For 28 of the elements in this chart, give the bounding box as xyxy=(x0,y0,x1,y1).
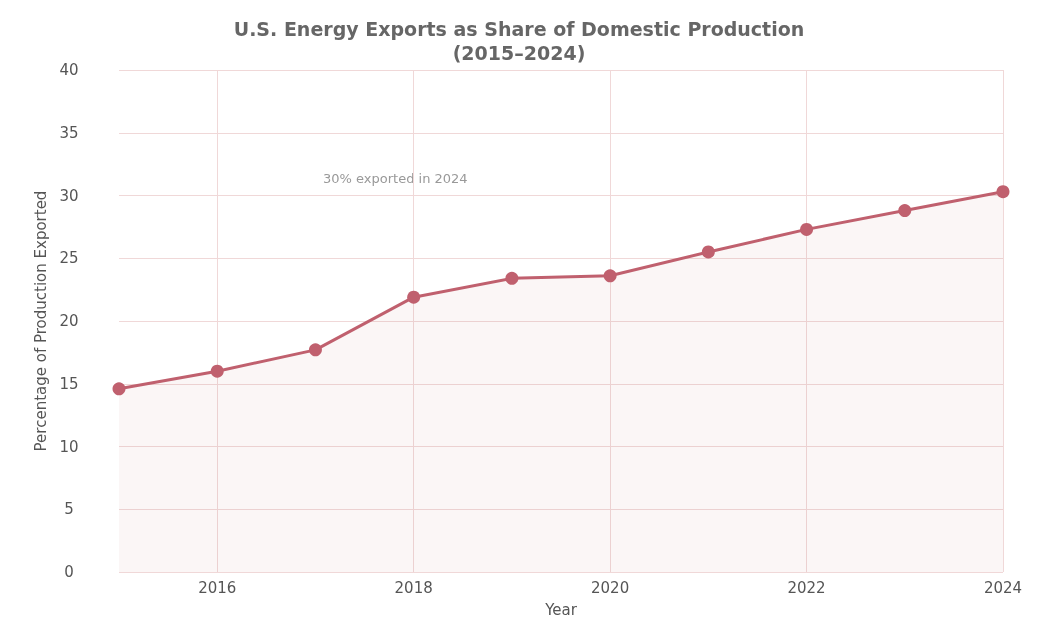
x-tick-label: 2016 xyxy=(198,578,237,597)
point xyxy=(603,269,617,283)
annotation: 30% exported in 2024 xyxy=(323,171,468,186)
point xyxy=(112,382,126,396)
y-tick-label: 0 xyxy=(64,563,74,581)
x-tick-label: 2020 xyxy=(591,578,630,597)
point xyxy=(701,245,715,259)
point xyxy=(996,185,1010,199)
x-axis-title: Year xyxy=(544,600,578,619)
point xyxy=(308,343,322,357)
y-tick-label: 40 xyxy=(59,61,79,79)
y-tick-label: 5 xyxy=(64,500,74,519)
point xyxy=(898,204,912,218)
x-tick-label: 2018 xyxy=(394,578,433,597)
y-tick-label: 20 xyxy=(59,312,79,330)
y-tick-label: 25 xyxy=(59,249,79,268)
point xyxy=(800,222,814,236)
y-tick-label: 30 xyxy=(59,186,79,205)
x-tick-label: 2024 xyxy=(983,578,1023,597)
y-tick-label: 35 xyxy=(59,123,79,142)
x-tick-label: 2022 xyxy=(787,578,826,597)
y-tick-label: 15 xyxy=(59,374,79,393)
point xyxy=(407,290,421,304)
y-axis-title: Percentage of Production Exported xyxy=(32,190,51,452)
point xyxy=(210,364,224,378)
point xyxy=(505,271,519,285)
y-tick-label: 10 xyxy=(59,437,79,456)
chart-title: U.S. Energy Exports as Share of Domestic Production (2015–2024) xyxy=(233,18,805,64)
